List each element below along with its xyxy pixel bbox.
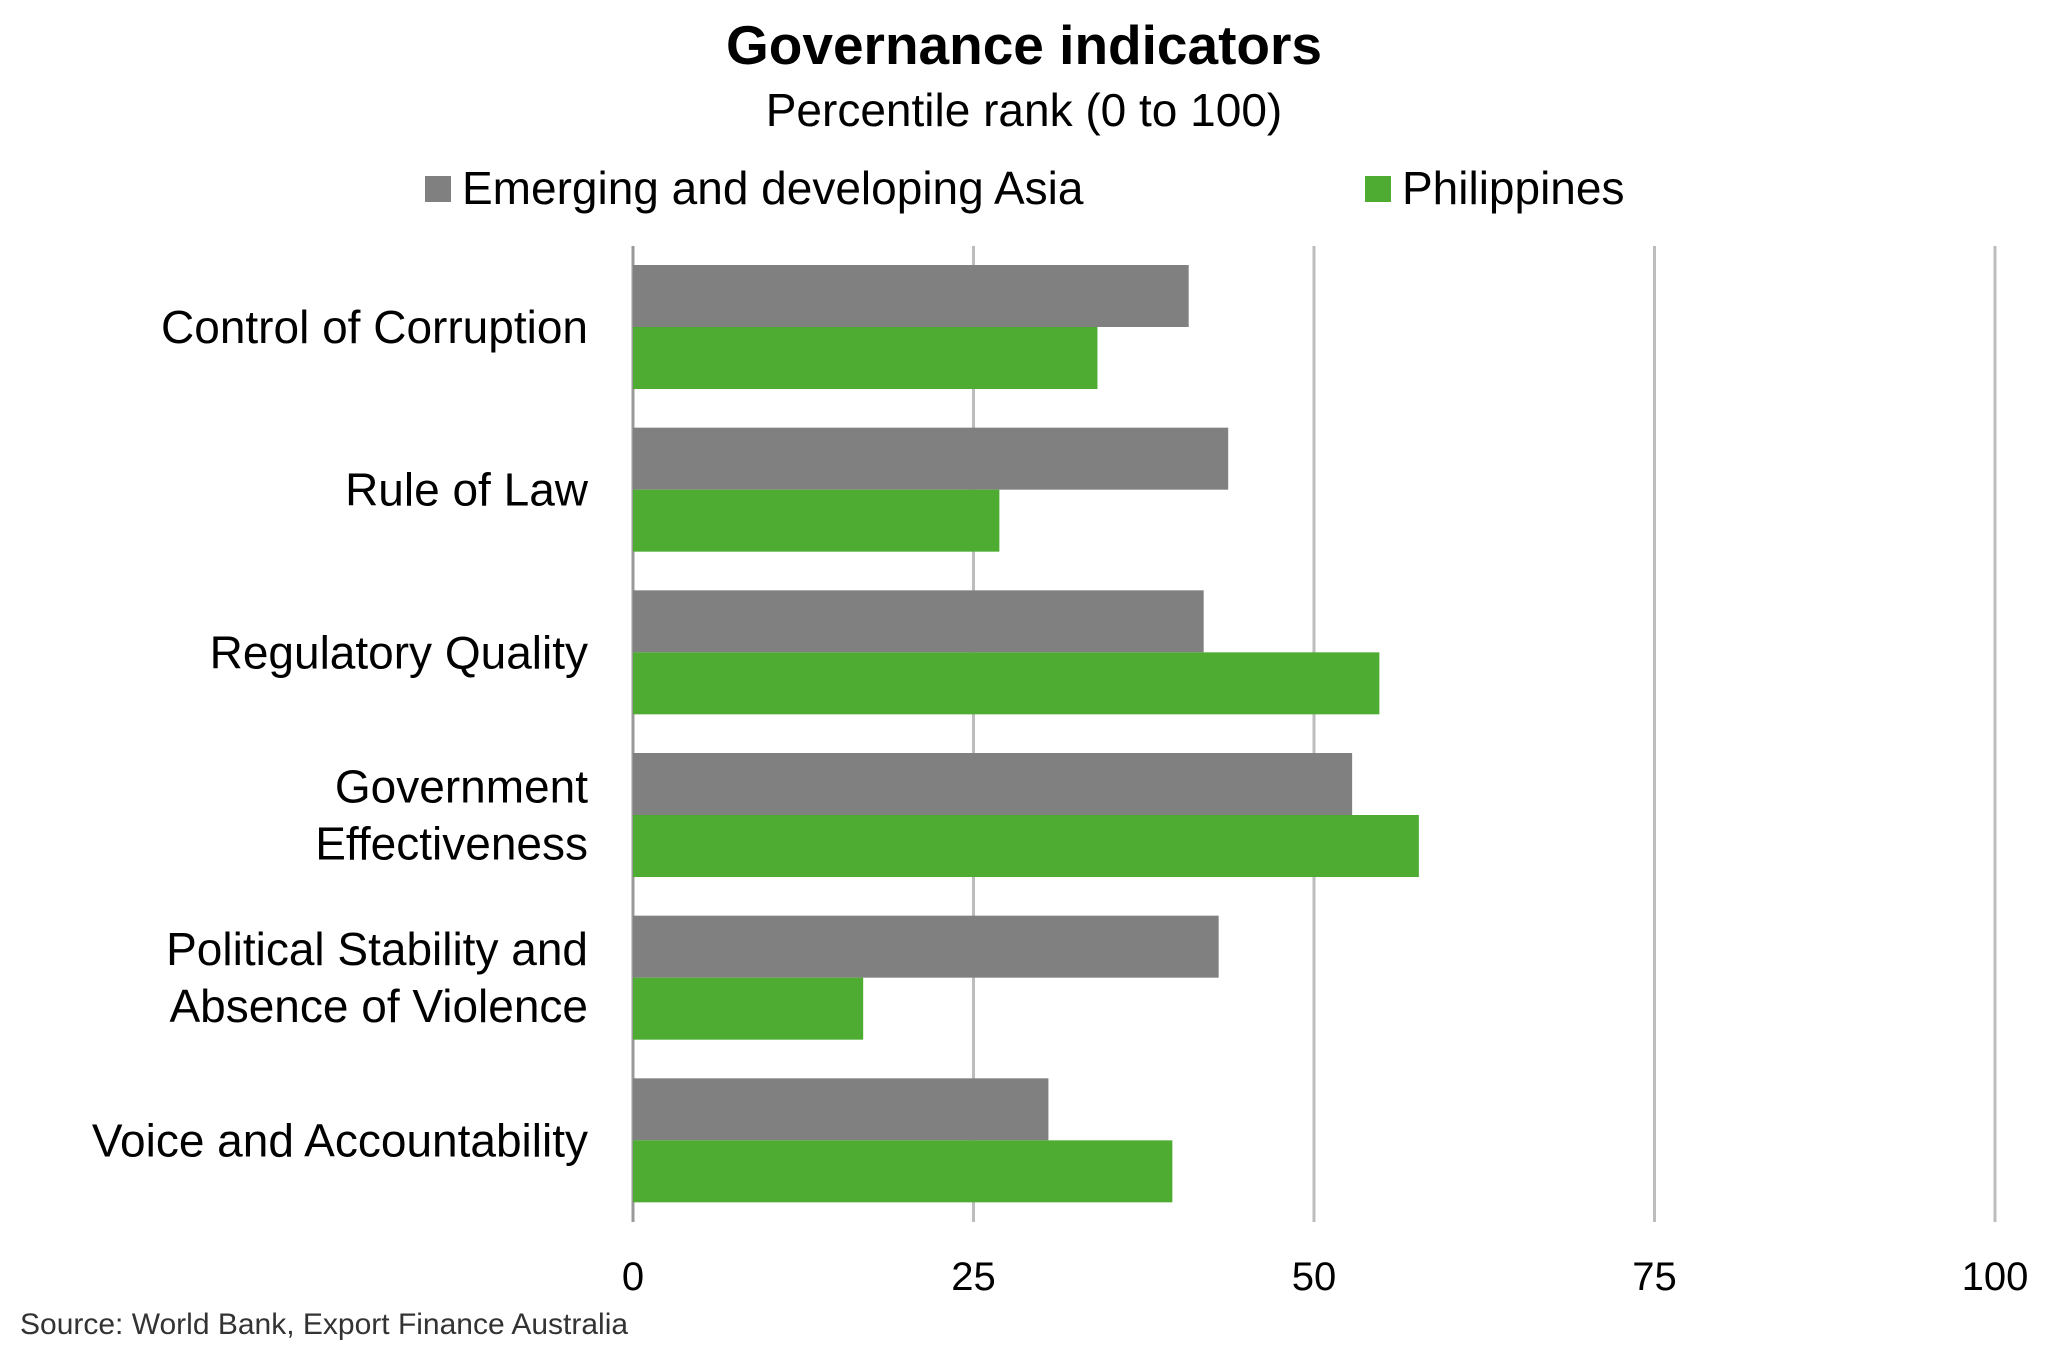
category-label-2-0: Regulatory Quality [210, 626, 588, 678]
chart-subtitle: Percentile rank (0 to 100) [766, 84, 1283, 136]
legend: Emerging and developing Asia Philippines [425, 162, 1624, 214]
bar-asia-3 [633, 753, 1353, 815]
category-label-3-0: Government [335, 761, 588, 813]
bar-asia-2 [633, 590, 1204, 653]
category-labels: Control of Corruption Rule of Law Regulato… [92, 301, 589, 1166]
chart-title: Governance indicators [726, 14, 1322, 76]
bar-asia-5 [633, 1078, 1049, 1141]
category-label-3-1: Effectiveness [315, 818, 588, 870]
x-axis: 0 25 50 75 100 [622, 1255, 2029, 1299]
category-label-5-0: Voice and Accountability [92, 1114, 588, 1166]
x-tick-label-50: 50 [1292, 1255, 1337, 1299]
bar-philippines-3 [633, 815, 1419, 877]
category-label-0-0: Control of Corruption [161, 301, 588, 353]
bar-philippines-1 [633, 489, 1000, 552]
bar-philippines-0 [633, 327, 1098, 389]
x-tick-label-0: 0 [622, 1255, 644, 1299]
x-tick-label-25: 25 [951, 1255, 996, 1299]
legend-swatch-asia [425, 176, 451, 202]
bar-philippines-4 [633, 977, 864, 1040]
category-label-4-0: Political Stability and [166, 923, 588, 975]
x-tick-label-75: 75 [1632, 1255, 1677, 1299]
legend-label-asia: Emerging and developing Asia [462, 162, 1084, 214]
bar-asia-1 [633, 427, 1229, 490]
source-note: Source: World Bank, Export Finance Austr… [20, 1308, 628, 1341]
bar-asia-4 [633, 915, 1219, 978]
gridlines [631, 246, 1997, 1222]
legend-label-philippines: Philippines [1402, 162, 1624, 214]
bar-philippines-5 [633, 1140, 1173, 1203]
x-tick-label-100: 100 [1962, 1255, 2029, 1299]
legend-swatch-philippines [1365, 176, 1391, 202]
bars [633, 265, 1419, 1203]
bar-asia-0 [633, 265, 1189, 327]
category-label-1-0: Rule of Law [345, 464, 589, 516]
bar-philippines-2 [633, 652, 1380, 715]
category-label-4-1: Absence of Violence [169, 980, 588, 1032]
